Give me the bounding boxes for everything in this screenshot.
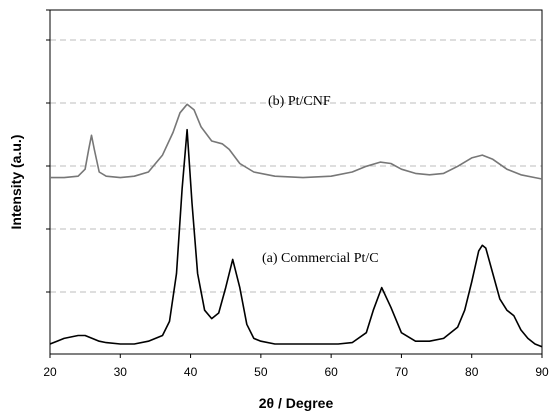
series-line-commercial-pt-c (49, 128, 543, 348)
plot-frame (46, 9, 543, 355)
x-axis-title: 2θ / Degree (259, 395, 334, 411)
x-tick-label: 70 (395, 365, 409, 379)
x-tick-label: 50 (254, 365, 268, 379)
grid-layer (50, 39, 542, 293)
x-tick-label: 30 (114, 365, 128, 379)
y-axis-title: Intensity (a.u.) (8, 135, 24, 230)
series-label-pt-cnf: (b) Pt/CNF (268, 94, 331, 109)
series-layer (49, 103, 543, 348)
x-tick-label: 90 (535, 365, 549, 379)
x-tick-labels: 20 30 40 50 60 70 80 90 (43, 354, 549, 379)
x-tick-label: 20 (43, 365, 57, 379)
series-label-commercial-pt-c: (a) Commercial Pt/C (262, 251, 379, 266)
x-tick-label: 80 (465, 365, 479, 379)
x-tick-label: 60 (324, 365, 338, 379)
series-line-pt-cnf (50, 103, 543, 180)
x-tick-label: 40 (184, 365, 198, 379)
plot-border (49, 9, 543, 355)
